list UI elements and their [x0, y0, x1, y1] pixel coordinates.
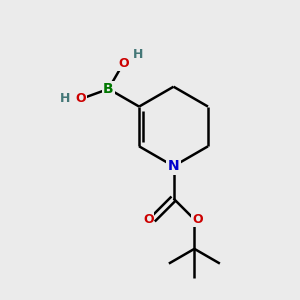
- Text: H: H: [59, 92, 70, 106]
- Text: O: O: [76, 92, 86, 106]
- Text: B: B: [103, 82, 114, 96]
- Text: H: H: [133, 48, 143, 61]
- Text: O: O: [143, 213, 154, 226]
- Text: N: N: [168, 159, 179, 173]
- Text: O: O: [192, 213, 202, 226]
- Text: O: O: [118, 57, 129, 70]
